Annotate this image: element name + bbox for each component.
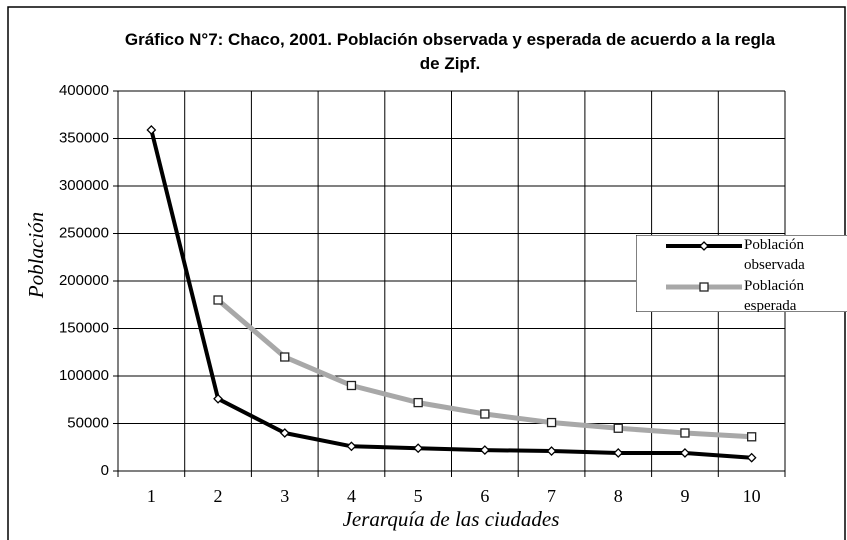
y-tick-label: 350000 xyxy=(59,129,109,146)
y-tick-label: 250000 xyxy=(59,224,109,241)
x-tick-label: 10 xyxy=(743,486,761,506)
point xyxy=(413,397,423,408)
point xyxy=(546,417,557,428)
point xyxy=(146,125,157,135)
x-tick-label: 4 xyxy=(347,486,356,506)
y-tick-label: 200000 xyxy=(59,272,109,289)
point xyxy=(346,441,357,452)
point xyxy=(346,380,357,391)
point xyxy=(213,295,223,305)
y-tick-label: 50000 xyxy=(67,414,109,431)
x-tick-label: 5 xyxy=(414,486,423,506)
point xyxy=(613,423,623,433)
point xyxy=(613,448,624,458)
y-tick-label: 150000 xyxy=(59,319,109,336)
point xyxy=(680,448,690,458)
legend: Población observada Población esperada xyxy=(636,235,847,314)
point xyxy=(479,445,490,456)
x-tick-label: 8 xyxy=(614,486,623,506)
legend-label: Población esperada xyxy=(744,278,804,314)
x-axis-label: Jerarquía de las ciudades xyxy=(343,507,560,531)
point xyxy=(746,452,757,463)
series-line xyxy=(149,129,752,460)
point xyxy=(699,241,709,251)
y-axis-label: Población xyxy=(24,212,48,299)
point xyxy=(280,352,290,362)
point xyxy=(213,393,223,404)
point xyxy=(699,282,709,292)
x-tick-label: 2 xyxy=(214,486,223,506)
x-tick-label: 9 xyxy=(680,486,689,506)
x-tick-label: 6 xyxy=(480,486,489,506)
chart-title: Gráfico N°7: Chaco, 2001. Población obse… xyxy=(124,30,776,73)
y-tick-label: 400000 xyxy=(59,82,109,99)
point xyxy=(546,446,557,456)
point xyxy=(413,443,424,454)
plot: 0 50000 100000 150000 200000 250000 300000 3500… xyxy=(59,82,786,506)
point xyxy=(680,428,690,438)
legend-label: Población observada xyxy=(744,237,805,273)
y-tick-label: 100000 xyxy=(59,367,109,384)
point xyxy=(480,409,490,419)
x-tick-label: 7 xyxy=(547,486,556,506)
y-tick-label: 300000 xyxy=(59,177,109,194)
point xyxy=(279,428,290,438)
x-tick-label: 1 xyxy=(147,486,156,506)
point xyxy=(747,432,757,442)
y-tick-label: 0 xyxy=(101,462,109,479)
x-tick-label: 3 xyxy=(280,486,289,506)
